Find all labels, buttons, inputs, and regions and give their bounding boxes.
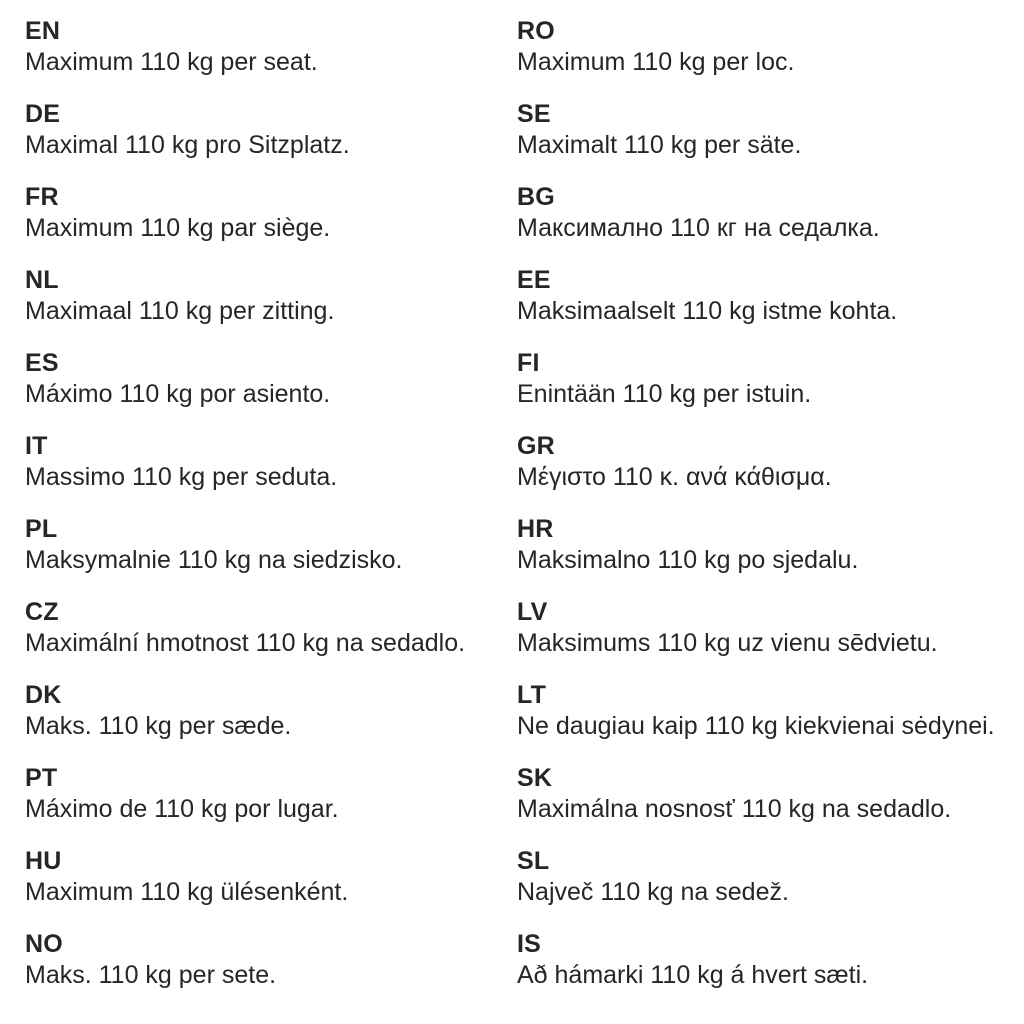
language-code: DE <box>25 100 61 128</box>
notice-text: Maximal 110 kg pro Sitzplatz. <box>25 131 350 159</box>
language-columns: EN Maximum 110 kg per seat. DE Maximal 1… <box>25 16 1024 1012</box>
language-code: CZ <box>25 598 59 626</box>
language-entry: FI Enintään 110 kg per istuin. <box>517 348 1009 410</box>
language-entry: ES Máximo 110 kg por asiento. <box>25 348 517 410</box>
language-code: SK <box>517 764 553 792</box>
notice-text: Maksimalno 110 kg po sjedalu. <box>517 546 859 574</box>
notice-text: Að hámarki 110 kg á hvert sæti. <box>517 961 869 989</box>
notice-text: Máximo 110 kg por asiento. <box>25 380 331 408</box>
notice-text: Massimo 110 kg per seduta. <box>25 463 338 491</box>
language-code: BG <box>517 183 555 211</box>
language-code: HU <box>25 847 62 875</box>
language-code: EE <box>517 266 551 294</box>
language-entry: EN Maximum 110 kg per seat. <box>25 16 517 78</box>
language-code: NO <box>25 930 63 958</box>
notice-text: Μέγιστο 110 κ. ανά κάθισμα. <box>517 463 832 491</box>
language-entry: SK Maximálna nosnosť 110 kg na sedadlo. <box>517 763 1009 825</box>
language-code: LT <box>517 681 547 709</box>
notice-text: Enintään 110 kg per istuin. <box>517 380 812 408</box>
language-code: GR <box>517 432 555 460</box>
language-entry: SL Največ 110 kg na sedež. <box>517 846 1009 908</box>
language-entry: IS Að hámarki 110 kg á hvert sæti. <box>517 929 1009 991</box>
notice-text: Máximo de 110 kg por lugar. <box>25 795 339 823</box>
notice-text: Maximum 110 kg ülésenként. <box>25 878 349 906</box>
notice-text: Največ 110 kg na sedež. <box>517 878 789 906</box>
notice-text: Maksimums 110 kg uz vienu sēdvietu. <box>517 629 938 657</box>
language-entry: SE Maximalt 110 kg per säte. <box>517 99 1009 161</box>
language-entry: DE Maximal 110 kg pro Sitzplatz. <box>25 99 517 161</box>
language-code: SE <box>517 100 551 128</box>
notice-text: Maximálna nosnosť 110 kg na sedadlo. <box>517 795 952 823</box>
column-left: EN Maximum 110 kg per seat. DE Maximal 1… <box>25 16 517 1012</box>
language-code: PL <box>25 515 58 543</box>
notice-text: Maximální hmotnost 110 kg na sedadlo. <box>25 629 466 657</box>
language-entry: HU Maximum 110 kg ülésenként. <box>25 846 517 908</box>
notice-text: Maximum 110 kg per loc. <box>517 48 795 76</box>
language-entry: NO Maks. 110 kg per sete. <box>25 929 517 991</box>
language-entry: CZ Maximální hmotnost 110 kg na sedadlo. <box>25 597 517 659</box>
language-entry: FR Maximum 110 kg par siège. <box>25 182 517 244</box>
language-entry: HR Maksimalno 110 kg po sjedalu. <box>517 514 1009 576</box>
notice-text: Maks. 110 kg per sete. <box>25 961 277 989</box>
language-entry: PT Máximo de 110 kg por lugar. <box>25 763 517 825</box>
language-entry: NL Maximaal 110 kg per zitting. <box>25 265 517 327</box>
language-code: HR <box>517 515 554 543</box>
notice-text: Maximaal 110 kg per zitting. <box>25 297 335 325</box>
language-entry: IT Massimo 110 kg per seduta. <box>25 431 517 493</box>
language-code: IT <box>25 432 48 460</box>
language-code: DK <box>25 681 62 709</box>
language-entry: EE Maksimaalselt 110 kg istme kohta. <box>517 265 1009 327</box>
language-code: FI <box>517 349 540 377</box>
language-entry: LV Maksimums 110 kg uz vienu sēdvietu. <box>517 597 1009 659</box>
language-code: NL <box>25 266 59 294</box>
language-entry: DK Maks. 110 kg per sæde. <box>25 680 517 742</box>
language-code: LV <box>517 598 548 626</box>
language-entry: LT Ne daugiau kaip 110 kg kiekvienai sėd… <box>517 680 1009 742</box>
notice-text: Максимално 110 кг на седалка. <box>517 214 880 242</box>
language-code: SL <box>517 847 550 875</box>
language-code: IS <box>517 930 542 958</box>
language-code: ES <box>25 349 59 377</box>
notice-text: Maximum 110 kg per seat. <box>25 48 318 76</box>
notice-text: Maksimaalselt 110 kg istme kohta. <box>517 297 898 325</box>
language-entry: PL Maksymalnie 110 kg na siedzisko. <box>25 514 517 576</box>
column-right: RO Maximum 110 kg per loc. SE Maximalt 1… <box>517 16 1009 1012</box>
language-code: EN <box>25 17 61 45</box>
language-code: FR <box>25 183 59 211</box>
notice-text: Maximalt 110 kg per säte. <box>517 131 802 159</box>
language-entry: RO Maximum 110 kg per loc. <box>517 16 1009 78</box>
language-code: PT <box>25 764 58 792</box>
notice-text: Maximum 110 kg par siège. <box>25 214 331 242</box>
language-code: RO <box>517 17 555 45</box>
notice-text: Ne daugiau kaip 110 kg kiekvienai sėdyne… <box>517 712 995 740</box>
notice-text: Maks. 110 kg per sæde. <box>25 712 292 740</box>
language-entry: GR Μέγιστο 110 κ. ανά κάθισμα. <box>517 431 1009 493</box>
language-entry: BG Максимално 110 кг на седалка. <box>517 182 1009 244</box>
notice-text: Maksymalnie 110 kg na siedzisko. <box>25 546 403 574</box>
